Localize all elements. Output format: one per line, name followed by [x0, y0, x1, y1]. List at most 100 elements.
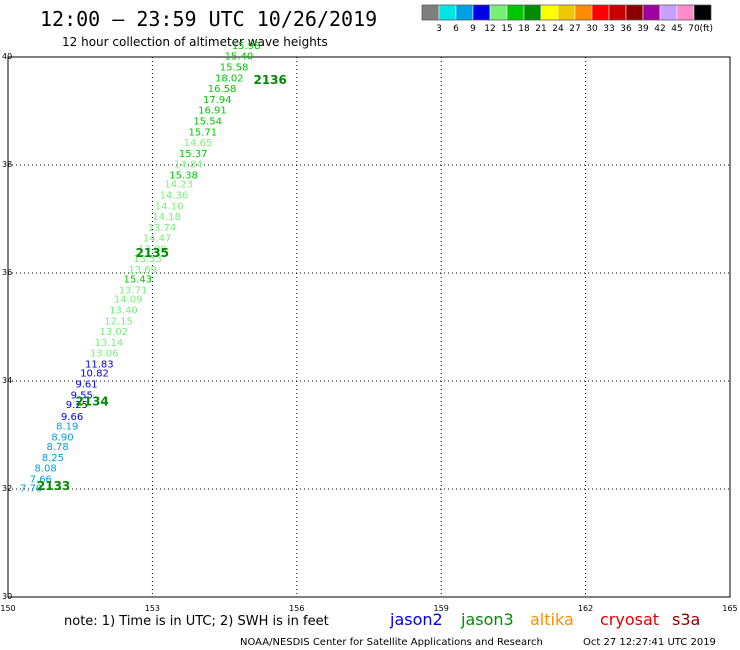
colorbar-swatch — [455, 4, 474, 21]
colorbar-swatch — [608, 4, 627, 21]
colorbar-label: 36 — [620, 24, 632, 34]
swh-point: 9.25 — [66, 400, 88, 411]
time-label: 2133 — [37, 479, 70, 493]
swh-point: 15.58 — [220, 63, 249, 74]
colorbar-label: 21 — [535, 24, 546, 34]
colorbar-label: 27 — [569, 24, 580, 34]
colorbar-swatch — [523, 4, 542, 21]
colorbar-label: 3 — [436, 24, 442, 34]
swh-point: 17.94 — [203, 95, 232, 106]
swh-point: 15.43 — [124, 275, 153, 286]
swh-point: 8.08 — [34, 464, 56, 475]
colorbar-swatch — [472, 4, 491, 21]
colorbar-unit: (ft) — [699, 24, 713, 34]
swh-point: 13.53 — [133, 254, 162, 265]
swh-point: 13.06 — [90, 349, 119, 360]
footer-timestamp: Oct 27 12:27:41 UTC 2019 — [583, 637, 716, 648]
satellite-legend-jason2: jason2 — [389, 610, 443, 629]
x-tick-label: 165 — [722, 604, 737, 613]
x-tick-label: 162 — [578, 604, 593, 613]
colorbar-swatch — [540, 4, 559, 21]
swh-point: 8.25 — [42, 453, 64, 464]
swh-point: 14.65 — [184, 138, 213, 149]
swh-point: 8.78 — [47, 442, 69, 453]
swh-point: 14.36 — [160, 190, 189, 201]
colorbar-swatch — [438, 4, 457, 21]
satellite-legend-cryosat: cryosat — [600, 610, 659, 629]
swh-point: 16.58 — [208, 84, 237, 95]
x-tick-label: 156 — [289, 604, 304, 613]
colorbar-swatch — [506, 4, 525, 21]
swh-point: 13.74 — [148, 223, 177, 234]
x-tick-label: 159 — [434, 604, 449, 613]
swh-point: 7.70 — [20, 484, 42, 495]
satellite-legend-s3a: s3a — [672, 610, 700, 629]
y-tick-label: 40 — [2, 52, 12, 61]
colorbar-swatch — [489, 4, 508, 21]
colorbar-label: 70 — [688, 24, 700, 34]
swh-point: 10.82 — [80, 369, 109, 380]
swh-point: 12.15 — [104, 316, 133, 327]
swh-point: 15.71 — [189, 127, 218, 138]
swh-point: 9.61 — [75, 379, 97, 390]
swh-point: 13.14 — [95, 338, 124, 349]
swh-point: 13.69 — [128, 265, 157, 276]
chart-title: 12:00 – 23:59 UTC 10/26/2019 — [40, 7, 377, 31]
colorbar-label: 24 — [552, 24, 564, 34]
colorbar-label: 33 — [603, 24, 614, 34]
swh-point: 8.90 — [51, 432, 73, 443]
plot-frame — [7, 56, 731, 598]
swh-point: 14.18 — [152, 212, 181, 223]
swh-point: 14.09 — [114, 295, 143, 306]
colorbar-swatch — [676, 4, 695, 21]
swh-point: 9.66 — [61, 412, 83, 423]
swh-point: 8.19 — [56, 422, 78, 433]
colorbar-frame — [421, 4, 712, 21]
swh-point: 9.55 — [71, 390, 93, 401]
swh-point: 14.84 — [174, 160, 203, 171]
colorbar-swatch — [591, 4, 610, 21]
swh-point: 11.83 — [85, 360, 114, 371]
colorbar-swatch — [574, 4, 593, 21]
swh-point: 18.02 — [215, 73, 244, 84]
swh-point: 15.54 — [193, 117, 222, 128]
swh-point: 7.66 — [30, 475, 52, 486]
swh-point: 14.47 — [143, 234, 172, 245]
colorbar-swatch — [642, 4, 661, 21]
swh-point: 14.10 — [155, 201, 184, 212]
colorbar-swatch — [421, 4, 440, 21]
swh-point: 13.88 — [138, 244, 167, 255]
time-label: 2136 — [253, 73, 286, 87]
footer-note: note: 1) Time is in UTC; 2) SWH is in fe… — [64, 614, 329, 629]
y-tick-label: 32 — [2, 484, 12, 493]
x-tick-label: 150 — [0, 604, 15, 613]
colorbar-label: 9 — [470, 24, 476, 34]
satellite-legend-altika: altika — [530, 610, 574, 629]
chart-subtitle: 12 hour collection of altimeter wave hei… — [62, 35, 328, 49]
colorbar-label: 18 — [518, 24, 530, 34]
satellite-legend-jason3: jason3 — [460, 610, 514, 629]
colorbar-label: 45 — [671, 24, 682, 34]
colorbar-swatch — [625, 4, 644, 21]
colorbar-label: 42 — [654, 24, 665, 34]
y-tick-label: 30 — [2, 592, 12, 601]
time-label: 2134 — [75, 394, 108, 408]
time-label: 2135 — [136, 246, 169, 260]
colorbar-label: 30 — [586, 24, 598, 34]
y-tick-label: 34 — [2, 376, 12, 385]
swh-point: 16.91 — [198, 106, 227, 117]
swh-point: 15.37 — [179, 149, 208, 160]
footer-credit: NOAA/NESDIS Center for Satellite Applica… — [240, 637, 543, 648]
colorbar-label: 12 — [484, 24, 495, 34]
swh-point: 14.23 — [164, 180, 193, 191]
swh-point: 13.71 — [119, 286, 148, 297]
colorbar-swatch — [693, 4, 712, 21]
colorbar-swatch — [557, 4, 576, 21]
colorbar-label: 39 — [637, 24, 649, 34]
colorbar-label: 15 — [501, 24, 512, 34]
swh-point: 15.98 — [232, 41, 261, 52]
swh-point: 15.38 — [169, 171, 198, 182]
swh-point: 15.40 — [225, 52, 254, 63]
swh-point: 13.02 — [99, 327, 128, 338]
